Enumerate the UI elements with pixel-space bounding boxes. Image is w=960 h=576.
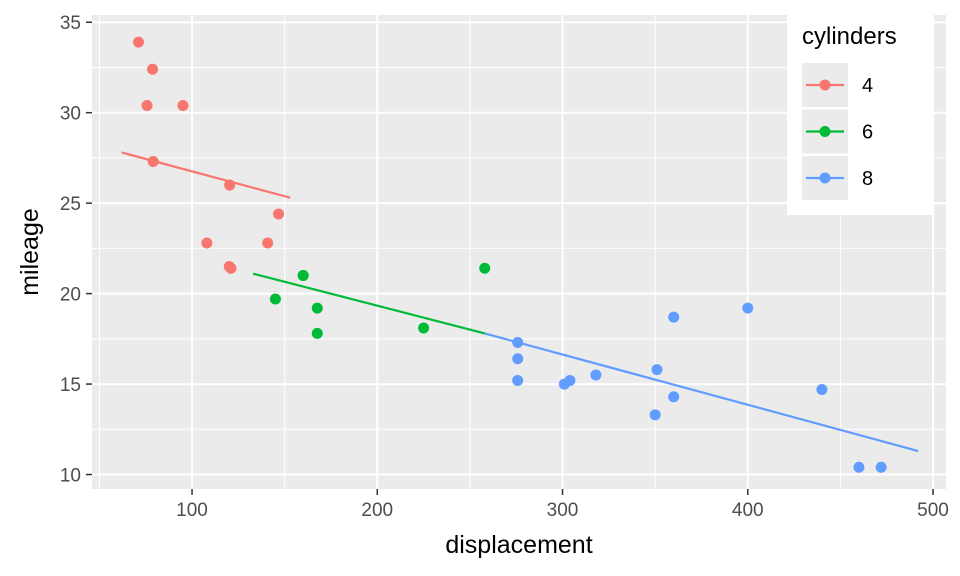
- legend-key-point: [819, 172, 831, 184]
- data-point-4-cyl: [132, 36, 144, 48]
- data-point-4-cyl: [273, 208, 285, 220]
- data-point-4-cyl: [225, 262, 237, 274]
- data-point-6-cyl: [311, 327, 323, 339]
- trend-line-8-cyl: [484, 332, 919, 453]
- data-point-8-cyl: [853, 461, 865, 473]
- data-point-8-cyl: [590, 369, 602, 381]
- data-point-4-cyl: [201, 237, 213, 249]
- y-tick-label: 10: [60, 466, 81, 487]
- legend-item-8-cyl: 8: [802, 156, 873, 200]
- y-tick-label: 15: [60, 375, 81, 396]
- data-point-8-cyl: [816, 383, 828, 395]
- data-point-6-cyl: [269, 293, 281, 305]
- x-tick-label: 500: [917, 500, 949, 521]
- x-tick-label: 300: [547, 500, 579, 521]
- legend-label: 4: [862, 75, 873, 97]
- data-point-8-cyl: [742, 302, 754, 314]
- data-points: [132, 36, 887, 473]
- legend-item-4-cyl: 4: [802, 63, 873, 107]
- axes: 100 200 300 400 500 10 15 20 25 30 35: [60, 13, 949, 521]
- y-tick-label: 20: [60, 285, 81, 306]
- x-axis-title: displacement: [445, 531, 592, 559]
- x-tick-label: 100: [176, 500, 208, 521]
- legend-label: 8: [862, 168, 873, 190]
- data-point-6-cyl: [297, 270, 309, 282]
- data-point-4-cyl: [147, 63, 159, 75]
- legend: cylinders 4 6 8: [787, 15, 932, 215]
- legend-key-point: [819, 126, 831, 137]
- data-point-8-cyl: [512, 353, 524, 365]
- data-point-8-cyl: [512, 336, 524, 348]
- legend-title: cylinders: [802, 23, 897, 50]
- data-point-8-cyl: [875, 461, 887, 473]
- data-point-8-cyl: [668, 311, 680, 323]
- legend-item-6-cyl: 6: [802, 109, 873, 154]
- y-tick-label: 30: [60, 104, 81, 125]
- data-point-8-cyl: [564, 374, 576, 386]
- x-tick-label: 400: [732, 500, 764, 521]
- x-tick-label: 200: [361, 500, 393, 521]
- data-point-8-cyl: [668, 391, 680, 403]
- data-point-6-cyl: [479, 262, 491, 274]
- data-point-4-cyl: [147, 156, 159, 168]
- legend-label: 6: [862, 122, 873, 144]
- data-point-6-cyl: [311, 302, 323, 314]
- data-point-6-cyl: [418, 322, 430, 334]
- y-tick-label: 35: [60, 13, 81, 34]
- data-point-8-cyl: [649, 409, 661, 421]
- data-point-8-cyl: [512, 374, 524, 386]
- y-axis-title: mileage: [16, 208, 44, 296]
- trend-line-6-cyl: [252, 272, 486, 335]
- data-point-8-cyl: [651, 364, 663, 376]
- legend-key-point: [819, 79, 831, 91]
- y-tick-label: 25: [60, 194, 81, 215]
- data-point-4-cyl: [177, 99, 189, 111]
- data-point-4-cyl: [262, 237, 274, 249]
- data-point-4-cyl: [141, 99, 153, 111]
- data-point-4-cyl: [224, 179, 236, 191]
